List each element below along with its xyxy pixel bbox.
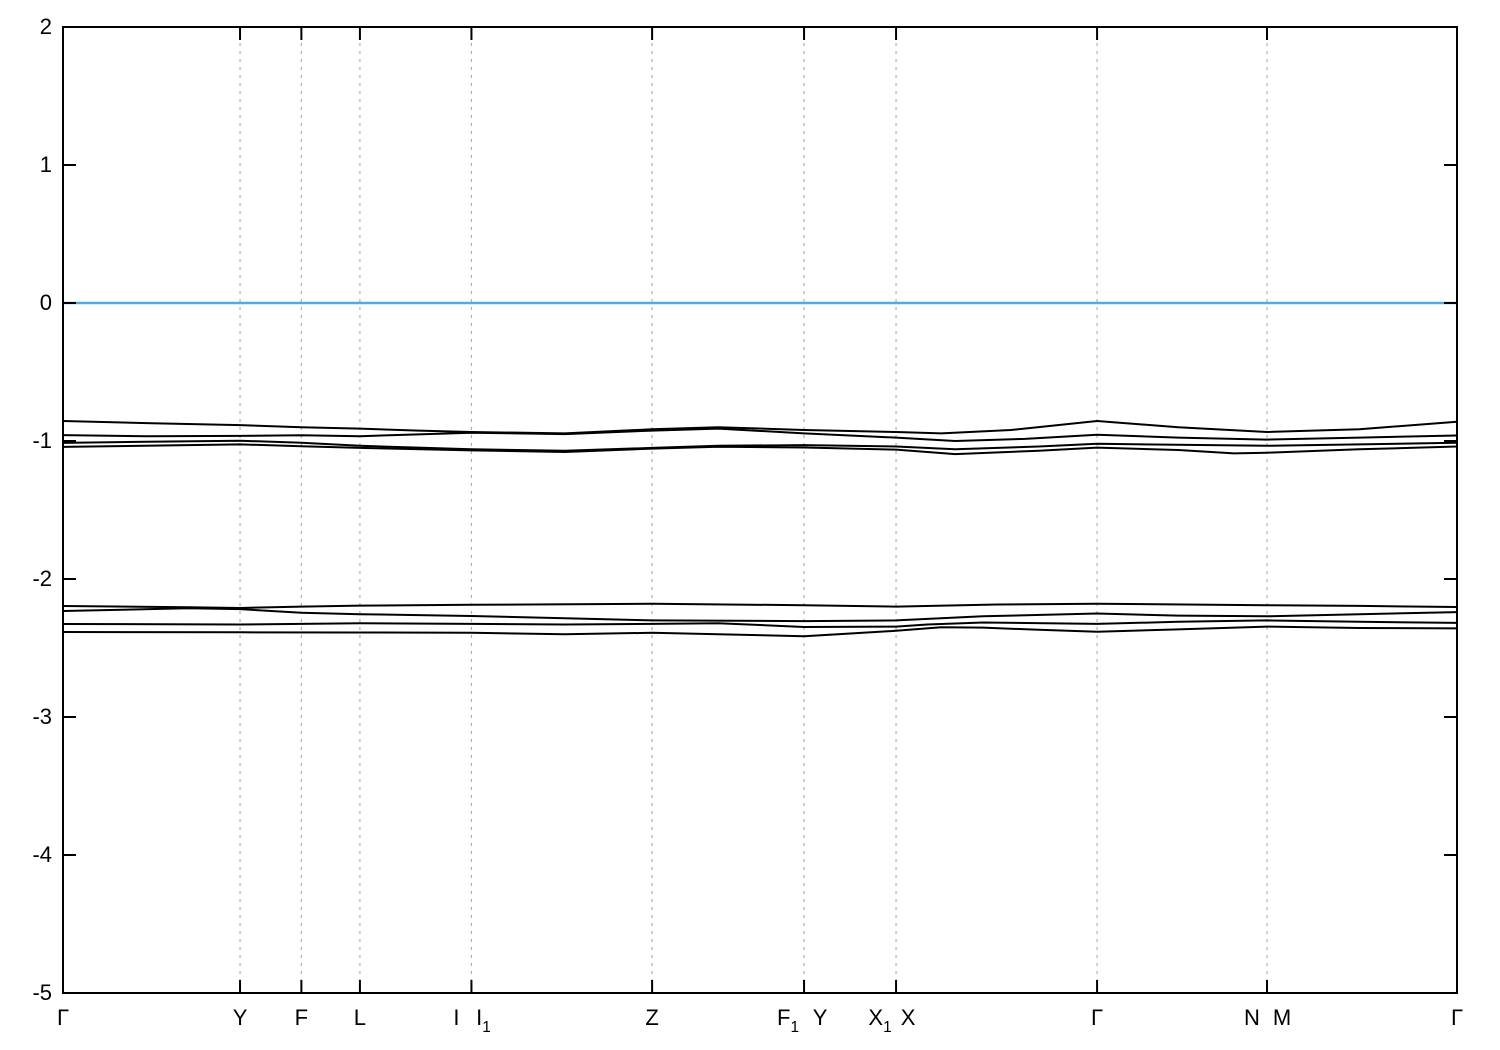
k-point-label: N [1244,1005,1260,1030]
k-point-label: I1 [476,1005,491,1037]
band-7-line [62,619,1458,628]
y-tick-label: 1 [39,152,52,177]
band-6-line [62,607,1458,623]
k-point-label: Γ [1091,1005,1104,1030]
y-tick-label: 0 [39,290,52,315]
k-point-label: Γ [1450,1005,1464,1030]
band-3-line [62,439,1458,452]
k-point-label: M [1272,1005,1292,1030]
k-point-label: X [900,1005,916,1030]
k-point-label: L [353,1005,367,1030]
band-4-line [62,443,1458,456]
y-tick-label: 2 [39,14,52,39]
k-point-label: F1 [777,1005,800,1037]
band-8-line [62,625,1458,638]
k-point-label: Y [232,1005,248,1030]
y-tick-label: -3 [32,704,52,729]
k-point-label: I [453,1005,460,1030]
band-5-line [62,602,1458,609]
y-tick-label: -5 [32,980,52,1005]
band-2-line [62,427,1458,442]
y-tick-label: -4 [32,842,52,867]
k-point-label: Y [812,1005,828,1030]
plot-border [62,26,1458,994]
k-point-label: Γ [56,1005,70,1030]
y-tick-label: -1 [32,428,52,453]
axes-and-ticks [62,26,1458,994]
gridlines [239,27,1268,993]
k-point-label: X1 [868,1005,892,1037]
y-tick-label: -2 [32,566,52,591]
band-1-line [62,420,1458,435]
band-lines [62,420,1458,638]
k-point-label: Z [645,1005,659,1030]
k-point-label: F [294,1005,309,1030]
